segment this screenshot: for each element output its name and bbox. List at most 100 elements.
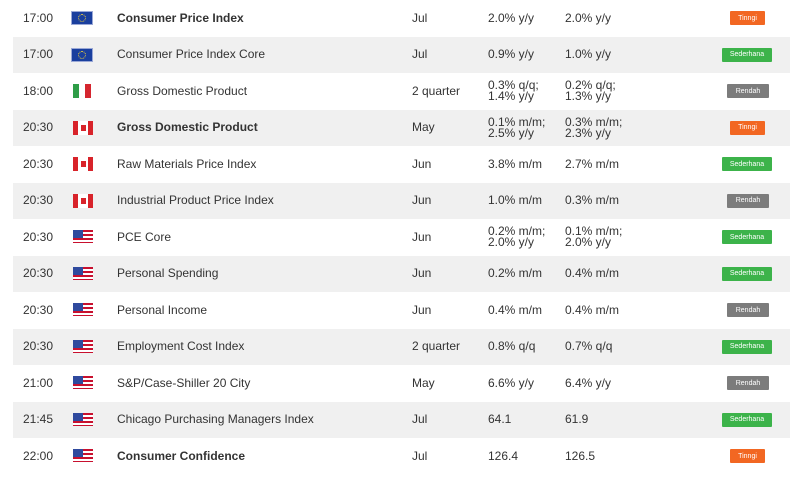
forecast-value-line: 6.4% y/y [565, 375, 612, 390]
table-row[interactable]: 21:45 Chicago Purchasing Managers Index Ju… [13, 401, 790, 439]
event-name[interactable]: Consumer Price Index Core [117, 47, 266, 62]
actual-value: 0.9% y/y [488, 37, 534, 74]
table-row[interactable]: 20:30 Personal Spending Jun 0.2% m/m 0.4% m/… [13, 255, 790, 293]
event-name[interactable]: Employment Cost Index [117, 339, 245, 354]
forecast-value-line: 1.0% y/y [565, 47, 612, 62]
actual-value-line: 6.6% y/y [488, 375, 535, 390]
event-time: 21:45 [23, 412, 54, 427]
table-row[interactable]: 20:30 Employment Cost Index 2 quarter 0.8% … [13, 328, 790, 366]
actual-value-line: 1.0% m/m [488, 193, 543, 208]
event-name[interactable]: Gross Domestic Product [117, 83, 248, 98]
impact-badge: Sederhana [722, 339, 772, 354]
event-name[interactable]: Gross Domestic Product [117, 120, 258, 135]
event-time: 20:30 [23, 120, 54, 135]
table-row[interactable]: 17:00 Consumer Price Index Core Jul 0.9% y/… [13, 36, 790, 74]
actual-value: 0.4% m/m [488, 292, 542, 329]
actual-value-line: 0.2% m/m; [488, 224, 546, 239]
event-period: 2 quarter [412, 83, 461, 98]
table-row[interactable]: 17:00 Consumer Price Index Jul 2.0% y/y 2.0%… [13, 0, 790, 37]
actual-value: 64.1 [488, 402, 511, 439]
actual-value: 0.2% m/m; 2.0% y/y [488, 219, 545, 256]
event-period: Jun [412, 302, 432, 317]
canada-flag-icon [71, 193, 93, 208]
impact-badge: Sederhana [722, 47, 772, 62]
eu-flag-icon [71, 47, 93, 62]
impact-badge: Tinngi [730, 120, 765, 135]
event-time: 20:30 [23, 266, 54, 281]
canada-flag-icon [71, 157, 93, 171]
forecast-value-line: 0.1% m/m; [565, 224, 623, 239]
table-row[interactable]: 21:00 S&P/Case-Shiller 20 City May 6.6% y/y… [13, 365, 790, 402]
usa-flag-icon [71, 230, 93, 244]
event-name[interactable]: Personal Spending [117, 266, 219, 281]
actual-value-line: 2.5% y/y [488, 125, 535, 140]
event-period: Jun [412, 156, 432, 171]
actual-value-line: 0.1% m/m; [488, 114, 546, 129]
table-row[interactable]: 20:30 Raw Materials Price Index Jun 3.8% m/… [13, 146, 790, 183]
forecast-value: 1.0% y/y [565, 37, 611, 74]
event-period: Jun [412, 193, 432, 208]
forecast-value: 0.3% m/m; 2.3% y/y [565, 110, 622, 147]
eu-flag-icon [71, 11, 93, 25]
event-time: 18:00 [23, 83, 54, 98]
event-period: 2 quarter [412, 339, 461, 354]
event-name[interactable]: Consumer Price Index [117, 10, 244, 25]
table-row[interactable]: 22:00 Consumer Confidence Jul 126.4 126.5 Tin… [13, 438, 790, 475]
actual-value-line: 2.0% y/y [488, 10, 535, 25]
table-row[interactable]: 20:30 Industrial Product Price Index Jun 1.… [13, 182, 790, 220]
impact-badge: Sederhana [722, 412, 772, 427]
actual-value-line: 0.2% m/m [488, 266, 543, 281]
forecast-value: 0.4% m/m [565, 256, 619, 293]
event-name[interactable]: Raw Materials Price Index [117, 156, 257, 171]
economic-calendar-table: 17:00 Consumer Price Index Jul 2.0% y/y 2.0%… [13, 0, 790, 475]
usa-flag-icon [71, 303, 93, 317]
event-time: 20:30 [23, 156, 54, 171]
impact-badge: Sederhana [722, 230, 772, 244]
actual-value-line: 0.3% q/q; [488, 78, 539, 93]
event-period: Jul [412, 448, 428, 463]
event-name[interactable]: Chicago Purchasing Managers Index [117, 412, 314, 427]
event-period: Jun [412, 229, 432, 244]
forecast-value: 0.1% m/m; 2.0% y/y [565, 219, 622, 256]
actual-value: 6.6% y/y [488, 365, 534, 402]
canada-flag-icon [71, 120, 93, 135]
table-row[interactable]: 20:30 PCE Core Jun 0.2% m/m; 2.0% y/y 0.1% m/… [13, 219, 790, 256]
event-time: 21:00 [23, 375, 54, 390]
usa-flag-icon [71, 266, 93, 281]
forecast-value-line: 0.2% q/q; [565, 78, 616, 93]
impact-badge: Rendah [727, 303, 769, 317]
forecast-value-line: 2.0% y/y [565, 10, 612, 25]
italy-flag-icon [71, 84, 93, 98]
actual-value-line: 1.4% y/y [488, 89, 535, 104]
actual-value: 3.8% m/m [488, 146, 542, 183]
actual-value: 1.0% m/m [488, 183, 542, 220]
forecast-value: 6.4% y/y [565, 365, 611, 402]
forecast-value-line: 2.0% y/y [565, 235, 612, 250]
impact-badge: Rendah [727, 84, 769, 98]
event-name[interactable]: S&P/Case-Shiller 20 City [117, 375, 251, 390]
event-name[interactable]: Industrial Product Price Index [117, 193, 274, 208]
event-period: May [412, 375, 435, 390]
impact-badge: Rendah [727, 193, 769, 208]
impact-badge: Tinngi [730, 11, 765, 25]
usa-flag-icon [71, 412, 93, 427]
table-row[interactable]: 20:30 Personal Income Jun 0.4% m/m 0.4% m/m R… [13, 292, 790, 329]
forecast-value-line: 0.7% q/q [565, 339, 613, 354]
forecast-value: 0.4% m/m [565, 292, 619, 329]
table-row[interactable]: 18:00 Gross Domestic Product 2 quarter 0.3%… [13, 73, 790, 110]
forecast-value-line: 61.9 [565, 412, 589, 427]
forecast-value-line: 1.3% y/y [565, 89, 612, 104]
event-time: 17:00 [23, 47, 54, 62]
forecast-value: 2.7% m/m [565, 146, 619, 183]
actual-value: 0.1% m/m; 2.5% y/y [488, 110, 545, 147]
table-row[interactable]: 20:30 Gross Domestic Product May 0.1% m/m; 2… [13, 109, 790, 147]
event-period: Jul [412, 47, 428, 62]
forecast-value-line: 126.5 [565, 448, 596, 463]
actual-value: 0.8% q/q [488, 329, 535, 366]
event-time: 20:30 [23, 229, 54, 244]
event-period: Jul [412, 10, 428, 25]
actual-value-line: 3.8% m/m [488, 156, 543, 171]
event-name[interactable]: Consumer Confidence [117, 448, 246, 463]
event-name[interactable]: Personal Income [117, 302, 208, 317]
event-name[interactable]: PCE Core [117, 229, 172, 244]
